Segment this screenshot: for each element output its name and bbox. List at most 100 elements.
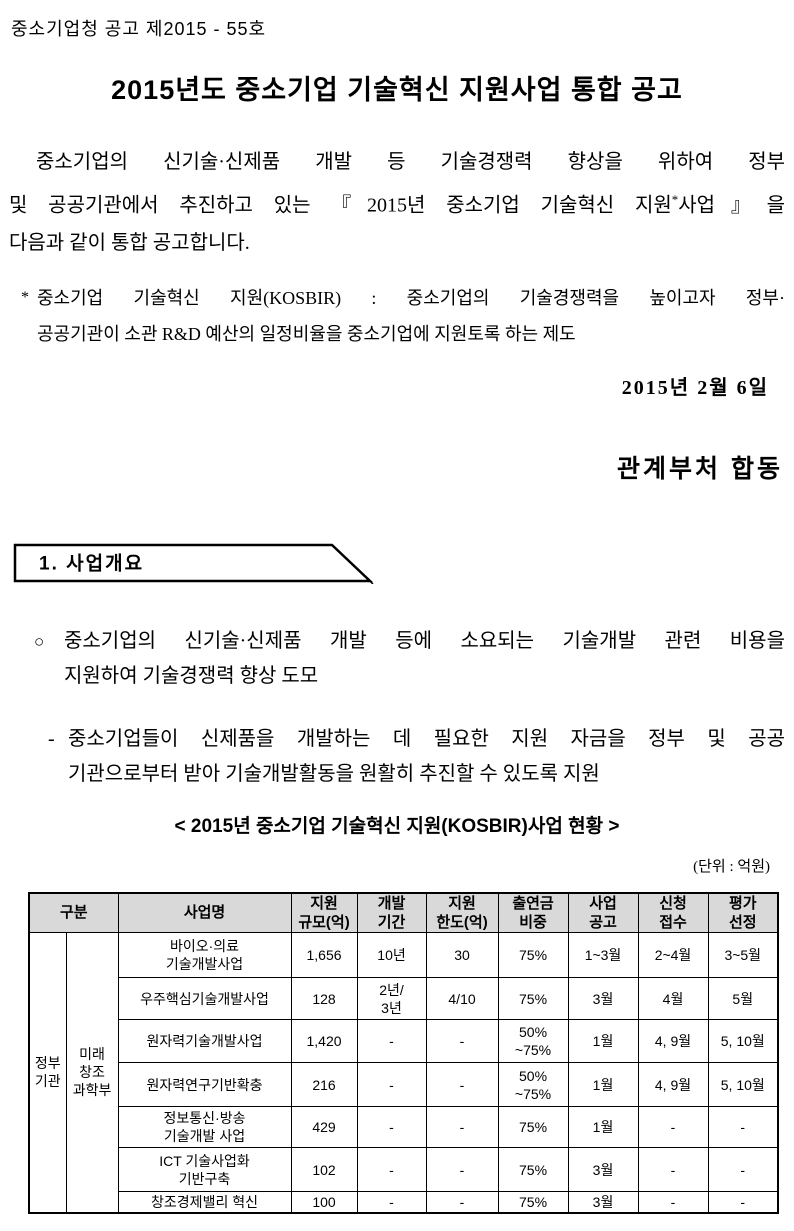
selection-month: 5월 [707, 977, 779, 1021]
intro-line-3: 다음과 같이 통합 공고합니다. [9, 231, 250, 254]
kosbir-program-table: 구분 사업명 지원 규모(억) 개발 기간 지원 한도(억) 출연금 비중 사업… [28, 891, 780, 1214]
overview-sub-bullet-body: 중소기업들이 신제품을 개발하는 데 필요한 지원 자금을 정부 및 공공 기관… [68, 722, 785, 792]
contribution-ratio: 75% [497, 1147, 569, 1193]
program-name: 우주핵심기술개발사업 [117, 977, 292, 1021]
unit-note: (단위 : 억원) [693, 858, 770, 875]
support-scale: 1,420 [290, 1019, 358, 1064]
support-limit: 4/10 [425, 977, 499, 1021]
footnote-asterisk-marker: * [21, 288, 29, 306]
table-row: 정보통신·방송 기술개발 사업 429 - - 75% 1월 - - [29, 1106, 779, 1149]
overview-sub-bullet: - 중소기업들이 신제품을 개발하는 데 필요한 지원 자금을 정부 및 공공 … [9, 722, 785, 792]
overview-bullet-line-1: 중소기업의 신기술·신제품 개발 등에 소요되는 기술개발 관련 비용을 [64, 629, 785, 652]
section-heading: 1. 사업개요 [39, 553, 145, 575]
col-header-contribution-ratio: 출연금 비중 [497, 892, 569, 934]
table-title: < 2015년 중소기업 기술혁신 지원(KOSBIR)사업 현황 > [174, 815, 620, 837]
contribution-ratio: 50% ~75% [497, 1019, 569, 1064]
col-header-application: 신청 접수 [637, 892, 709, 934]
col-header-announcement: 사업 공고 [567, 892, 639, 934]
table-row: 원자력기술개발사업 1,420 - - 50% ~75% 1월 4, 9월 5,… [29, 1019, 779, 1064]
selection-month: - [707, 1191, 779, 1214]
program-name: 정보통신·방송 기술개발 사업 [117, 1106, 292, 1149]
overview-bullet-body: 중소기업의 신기술·신제품 개발 등에 소요되는 기술개발 관련 비용을 지원하… [64, 624, 785, 694]
support-limit: - [425, 1019, 499, 1064]
intro-line-2: 및 공공기관에서 추진하고 있는 『2015년 중소기업 기술혁신 지원*사업』… [9, 181, 785, 225]
announcement-month: 3월 [567, 1191, 639, 1214]
group-dept-cell: 미래 창조 과학부 [65, 932, 119, 1214]
selection-month: 5, 10월 [707, 1062, 779, 1108]
table-header-row: 구분 사업명 지원 규모(억) 개발 기간 지원 한도(억) 출연금 비중 사업… [28, 892, 779, 934]
intro-line-2-post: 사업』을 [678, 194, 785, 217]
col-header-support-limit: 지원 한도(억) [425, 892, 499, 934]
overview-sub-bullet-line-1: 중소기업들이 신제품을 개발하는 데 필요한 지원 자금을 정부 및 공공 [68, 727, 785, 750]
support-limit: 30 [425, 932, 499, 979]
dash-bullet-marker: - [48, 727, 55, 750]
selection-month: - [707, 1106, 779, 1149]
contribution-ratio: 75% [497, 1106, 569, 1149]
dev-period: 10년 [356, 932, 427, 979]
contribution-ratio: 75% [497, 1191, 569, 1214]
table-row: 우주핵심기술개발사업 128 2년/ 3년 4/10 75% 3월 4월 5월 [29, 977, 779, 1021]
announcement-month: 1월 [567, 1019, 639, 1064]
contribution-ratio: 75% [497, 977, 569, 1021]
table-row: 정부 기관 미래 창조 과학부 바이오·의료 기술개발사업 1,656 10년 … [28, 932, 779, 1214]
footnote-reference-asterisk: * [671, 192, 679, 207]
overview-sub-bullet-line-2: 기관으로부터 받아 기술개발활동을 원활히 추진할 수 있도록 지원 [68, 762, 600, 785]
support-limit: - [425, 1062, 499, 1108]
footnote-body: 중소기업 기술혁신 지원(KOSBIR) : 중소기업의 기술경쟁력을 높이고자… [37, 280, 785, 352]
group-org-cell: 정부 기관 [28, 932, 67, 1214]
dev-period: - [356, 1019, 427, 1064]
table-row: 창조경제밸리 혁신 100 - - 75% 3월 - - [29, 1191, 779, 1214]
support-scale: 102 [290, 1147, 358, 1193]
announcement-month: 3월 [567, 1147, 639, 1193]
announcement-month: 3월 [567, 977, 639, 1021]
application-month: 2~4월 [637, 932, 709, 979]
application-month: 4월 [637, 977, 709, 1021]
col-header-support-scale: 지원 규모(억) [290, 892, 358, 934]
footnote-line-2: 공공기관이 소관 R&D 예산의 일정비율을 중소기업에 지원토록 하는 제도 [37, 323, 576, 344]
program-name: 원자력기술개발사업 [117, 1019, 292, 1064]
application-month: 4, 9월 [637, 1062, 709, 1108]
program-name: ICT 기술사업화 기반구축 [117, 1147, 292, 1193]
footnote: * 중소기업 기술혁신 지원(KOSBIR) : 중소기업의 기술경쟁력을 높이… [9, 280, 785, 352]
table-row: ICT 기술사업화 기반구축 102 - - 75% 3월 - - [29, 1147, 779, 1193]
contribution-ratio: 75% [497, 932, 569, 979]
application-month: 4, 9월 [637, 1019, 709, 1064]
table-row: 원자력연구기반확충 216 - - 50% ~75% 1월 4, 9월 5, 1… [29, 1062, 779, 1108]
support-scale: 100 [290, 1191, 358, 1214]
dev-period: - [356, 1147, 427, 1193]
notice-number: 중소기업청 공고 제2015 - 55호 [11, 19, 267, 39]
selection-month: 3~5월 [707, 932, 779, 979]
contribution-ratio: 50% ~75% [497, 1062, 569, 1108]
announcement-date: 2015년 2월 6일 [621, 376, 769, 399]
dev-period: 2년/ 3년 [356, 977, 427, 1021]
support-limit: - [425, 1106, 499, 1149]
selection-month: - [707, 1147, 779, 1193]
announcement-month: 1월 [567, 1062, 639, 1108]
overview-bullet: ○ 중소기업의 신기술·신제품 개발 등에 소요되는 기술개발 관련 비용을 지… [9, 624, 785, 694]
dev-period: - [356, 1062, 427, 1108]
support-scale: 128 [290, 977, 358, 1021]
application-month: - [637, 1191, 709, 1214]
issuer: 관계부처 합동 [617, 454, 783, 483]
section-heading-banner: 1. 사업개요 [13, 542, 385, 584]
program-name: 바이오·의료 기술개발사업 [117, 932, 292, 979]
program-name: 원자력연구기반확충 [117, 1062, 292, 1108]
support-scale: 1,656 [290, 932, 358, 979]
circle-bullet-marker: ○ [34, 631, 45, 651]
col-header-group: 구분 [28, 892, 119, 934]
intro-line-1: 중소기업의 신기술·신제품 개발 등 기술경쟁력 향상을 위하여 정부 [36, 151, 785, 173]
dev-period: - [356, 1191, 427, 1214]
support-limit: - [425, 1191, 499, 1214]
announcement-month: 1~3월 [567, 932, 639, 979]
col-header-selection: 평가 선정 [707, 892, 779, 934]
support-scale: 216 [290, 1062, 358, 1108]
selection-month: 5, 10월 [707, 1019, 779, 1064]
application-month: - [637, 1106, 709, 1149]
col-header-dev-period: 개발 기간 [356, 892, 427, 934]
banner-flag-shape [13, 543, 374, 584]
intro-line-2-pre: 및 공공기관에서 추진하고 있는 『2015년 중소기업 기술혁신 지원 [9, 194, 672, 217]
support-limit: - [425, 1147, 499, 1193]
application-month: - [637, 1147, 709, 1193]
program-name: 창조경제밸리 혁신 [117, 1191, 292, 1214]
support-scale: 429 [290, 1106, 358, 1149]
